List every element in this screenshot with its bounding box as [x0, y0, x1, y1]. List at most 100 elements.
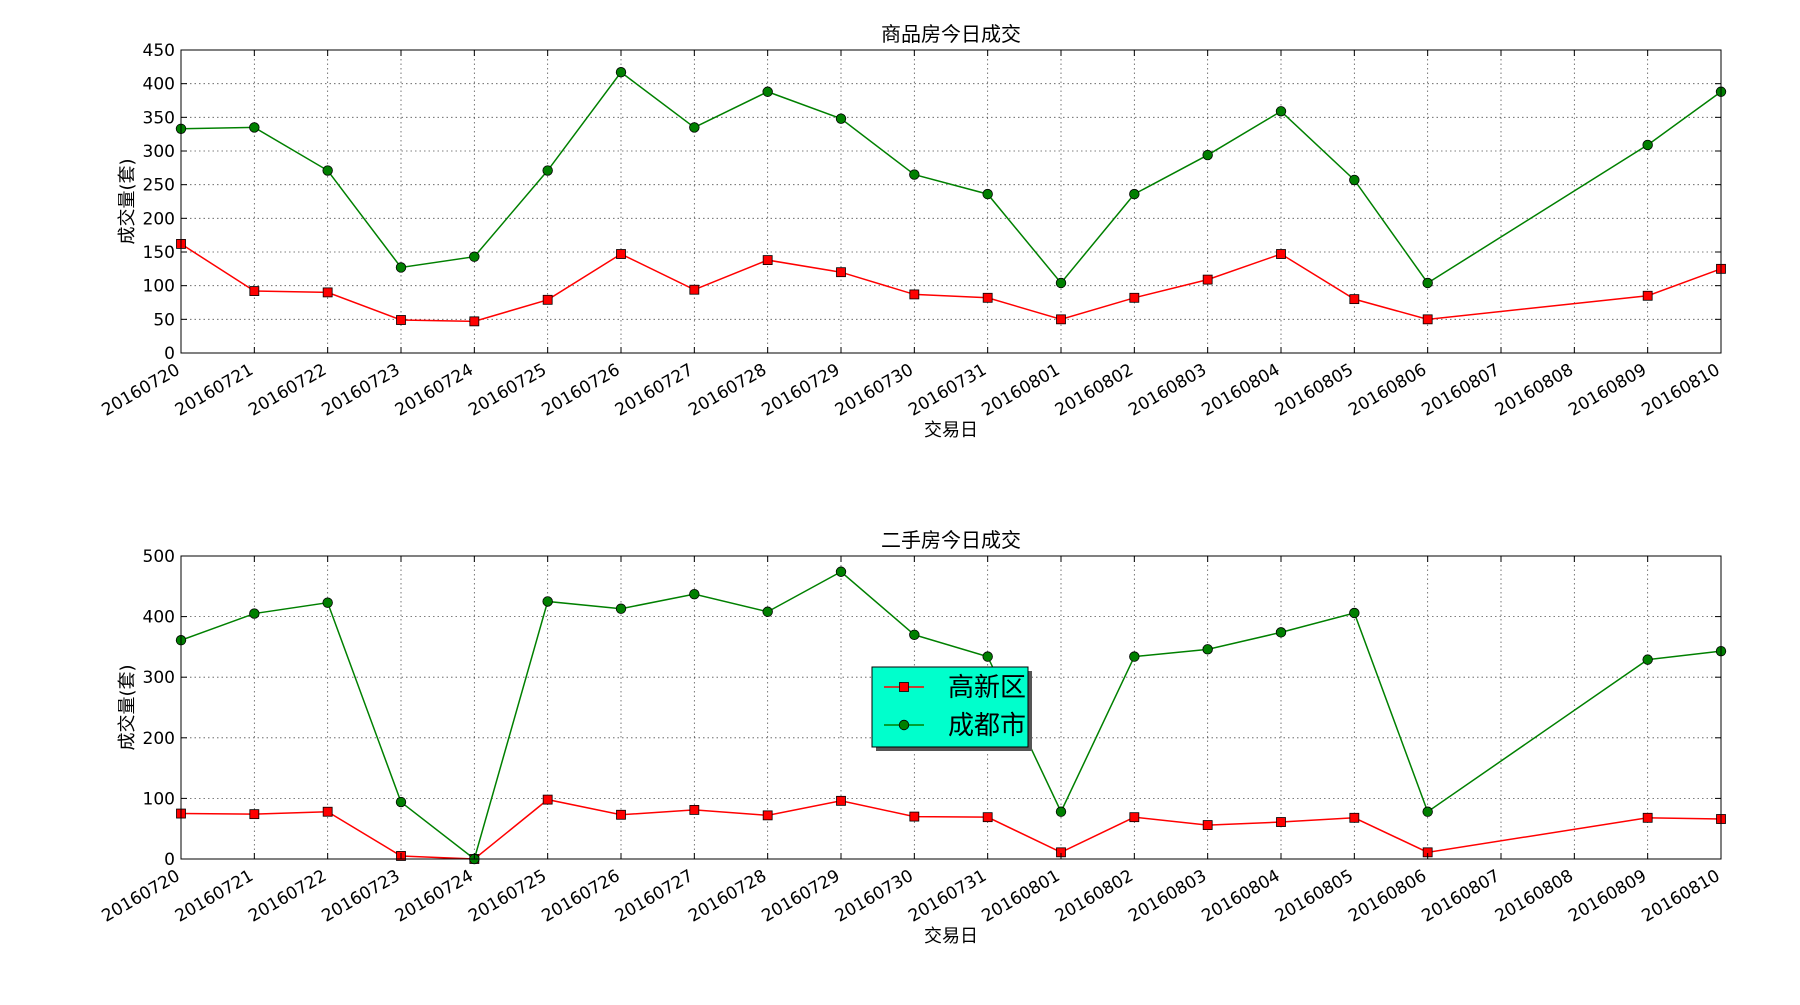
data-point-circle [1422, 277, 1433, 289]
y-tick-label: 500 [143, 547, 175, 567]
data-point-circle [322, 597, 333, 608]
y-tick-label: 450 [143, 41, 175, 61]
data-point-circle [762, 86, 773, 97]
data-point-circle [1202, 149, 1213, 161]
series-lines [180, 71, 1722, 323]
y-tick-label: 100 [143, 277, 175, 297]
data-point-circle [1055, 806, 1067, 817]
data-point-square [1349, 294, 1360, 305]
y-tick-label: 200 [143, 729, 175, 749]
data-point-square [1129, 812, 1140, 823]
legend-marker-circle [898, 719, 910, 731]
data-point-circle [322, 165, 333, 176]
data-point-circle [395, 262, 407, 273]
legend-entry-gaoxin: 高新区 [884, 673, 1026, 703]
legend-marker-square [899, 682, 909, 692]
data-point-circle [249, 608, 260, 619]
data-point-square [1276, 817, 1286, 827]
data-point-circle [835, 113, 847, 124]
data-point-square [689, 284, 700, 295]
chart-title: 商品房今日成交 [881, 22, 1021, 46]
legend-box [871, 666, 1029, 748]
legend: 高新区 成都市 [871, 666, 1032, 751]
data-point-square [982, 292, 993, 303]
plot-frame [180, 555, 1722, 860]
data-point-circle [1275, 106, 1287, 117]
data-point-circle [909, 629, 920, 640]
y-tick-label: 50 [153, 310, 175, 330]
data-point-circle [1349, 174, 1360, 186]
data-point-square [616, 249, 626, 259]
data-point-circle [909, 169, 920, 180]
data-point-circle [542, 165, 553, 176]
y-axis-label: 成交量(套) [117, 664, 138, 750]
y-axis-ticks: 0 50 100 150 200 250 300 350 400 450 [143, 41, 1721, 364]
data-point-square [1422, 314, 1433, 325]
data-point-square [1129, 292, 1140, 303]
data-point-square [1276, 249, 1286, 259]
data-point-circle [1202, 644, 1213, 655]
y-tick-label: 0 [164, 850, 175, 870]
data-point-circle [982, 188, 993, 200]
data-point-circle [615, 67, 627, 78]
series-line [180, 243, 1722, 323]
y-tick-label: 350 [143, 108, 175, 128]
data-point-circle [1129, 188, 1140, 200]
data-point-square [689, 805, 700, 815]
y-tick-label: 400 [143, 608, 175, 628]
data-point-circle [1129, 651, 1140, 662]
data-point-square [542, 794, 553, 805]
data-point-circle [1275, 627, 1287, 638]
series-lines [180, 570, 1722, 861]
x-axis-label: 交易日 [924, 420, 978, 441]
y-tick-label: 100 [143, 789, 175, 809]
data-point-square [836, 795, 846, 806]
data-point-square [249, 286, 260, 296]
data-point-square [396, 315, 406, 325]
data-point-square [1642, 812, 1653, 823]
data-point-square [982, 812, 993, 823]
data-point-square [542, 294, 553, 305]
data-point-circle [689, 122, 700, 133]
data-point-square [322, 806, 333, 817]
data-point-square [322, 287, 333, 298]
chart-title: 二手房今日成交 [881, 528, 1021, 552]
data-point-circle [689, 588, 700, 600]
data-point-circle [982, 651, 993, 662]
data-point-square [249, 809, 260, 820]
series-line [180, 798, 1722, 860]
data-point-circle [615, 603, 627, 614]
y-tick-label: 300 [143, 142, 175, 162]
data-point-circle [542, 596, 553, 607]
y-tick-label: 250 [143, 176, 175, 196]
series-line [180, 71, 1722, 285]
data-point-circle [395, 796, 407, 808]
y-tick-label: 0 [164, 344, 175, 364]
data-point-square [909, 289, 920, 300]
data-point-circle [1349, 607, 1360, 619]
data-point-circle [249, 122, 260, 133]
plot-frame [180, 49, 1722, 354]
data-point-circle [1422, 806, 1433, 817]
data-point-square [1202, 820, 1213, 830]
series-line [180, 570, 1722, 861]
data-point-square [469, 316, 480, 327]
x-axis-label: 交易日 [924, 926, 978, 947]
data-point-circle [469, 251, 480, 262]
data-point-square [909, 811, 920, 822]
data-point-square [1202, 274, 1213, 285]
y-tick-label: 300 [143, 668, 175, 688]
data-point-square [616, 809, 626, 820]
data-point-square [1642, 290, 1653, 301]
legend-label: 高新区 [948, 673, 1026, 703]
data-point-square [836, 267, 846, 278]
legend-label: 成都市 [948, 711, 1026, 741]
data-point-square [762, 255, 773, 265]
data-point-square [1349, 812, 1360, 823]
y-tick-label: 150 [143, 243, 175, 263]
data-point-circle [762, 606, 773, 617]
y-tick-label: 200 [143, 209, 175, 229]
series-markers [175, 566, 1727, 865]
